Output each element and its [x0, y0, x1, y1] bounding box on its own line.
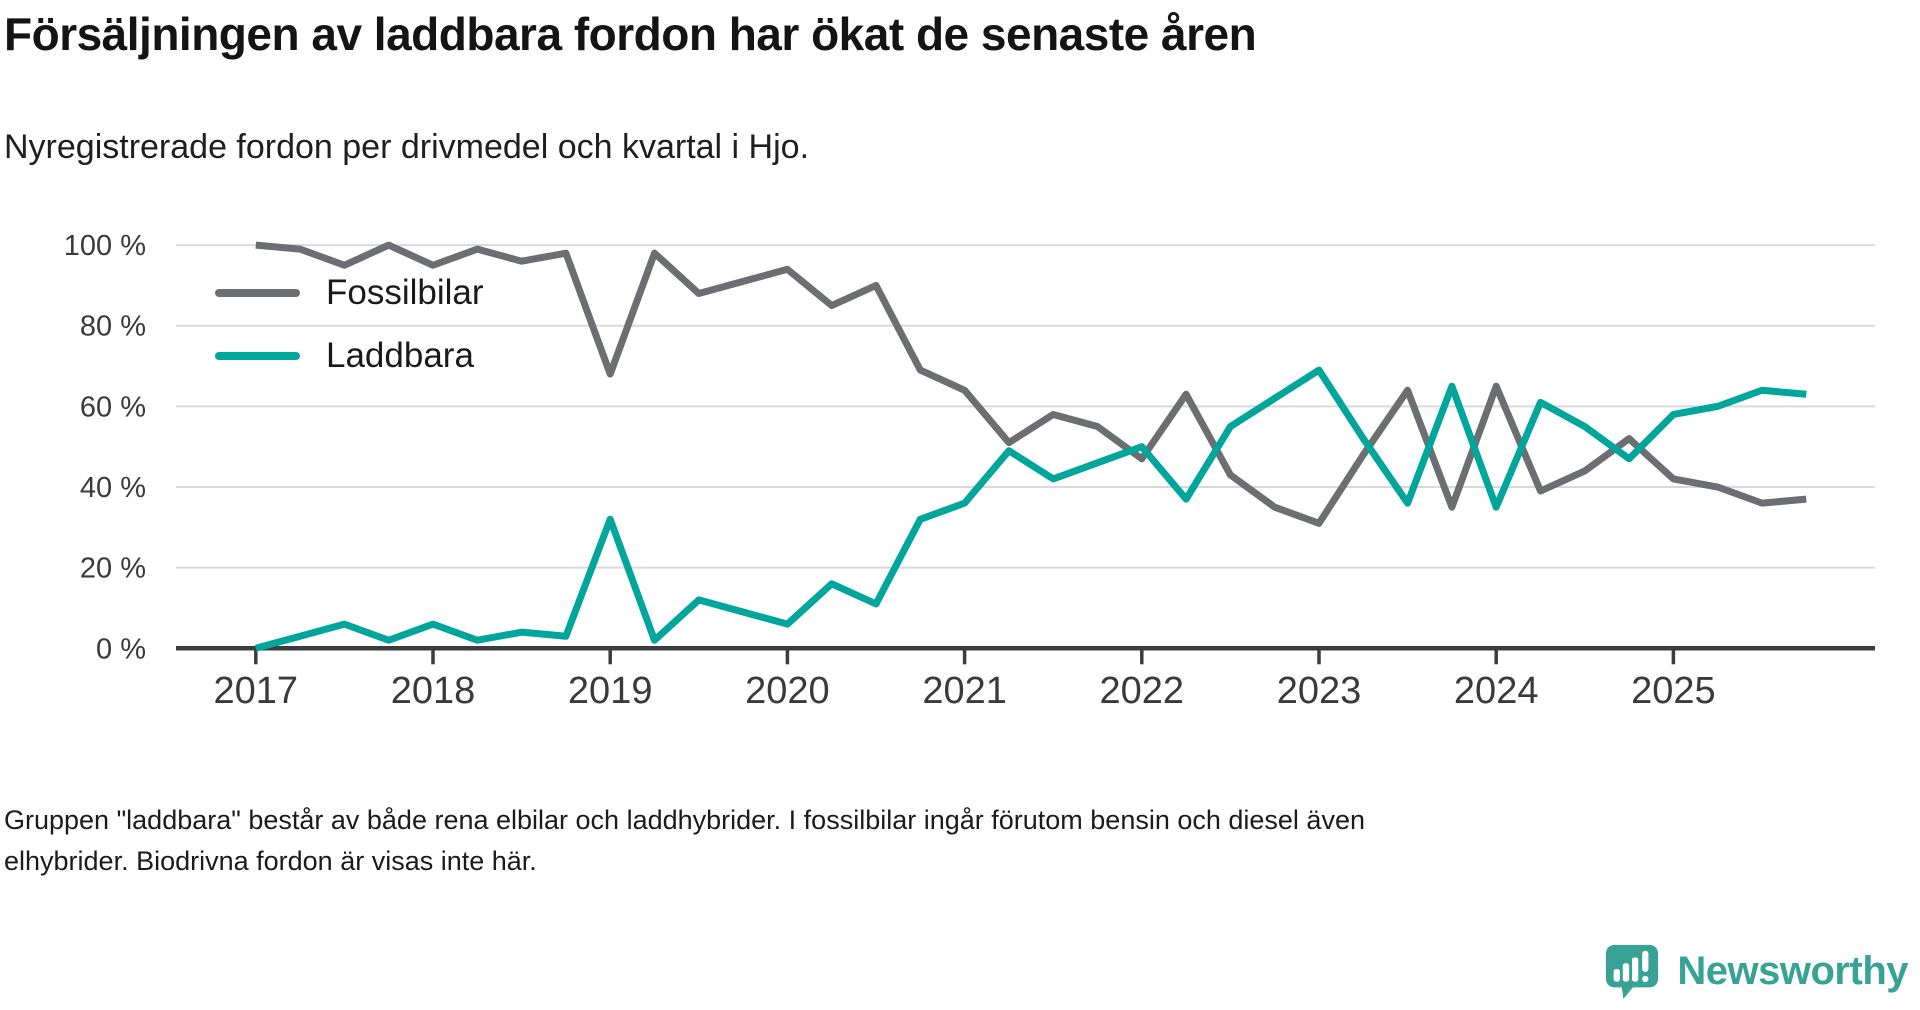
x-axis-label-2018: 2018: [391, 670, 476, 712]
legend-item-fossilbilar: Fossilbilar: [215, 272, 484, 314]
y-axis-label-60: 60 %: [80, 391, 146, 423]
x-axis-label-2021: 2021: [922, 670, 1007, 712]
newsworthy-logo-text: Newsworthy: [1677, 948, 1908, 993]
y-axis-label-40: 40 %: [80, 472, 146, 504]
legend-item-laddbara: Laddbara: [215, 335, 484, 377]
x-axis-label-2019: 2019: [568, 670, 653, 712]
x-axis-label-2025: 2025: [1631, 670, 1716, 712]
y-axis-label-20: 20 %: [80, 553, 146, 585]
x-axis-label-2024: 2024: [1454, 670, 1539, 712]
y-axis-label-100: 100 %: [64, 230, 146, 262]
legend-label-fossilbilar: Fossilbilar: [326, 273, 484, 312]
chart-title: Försäljningen av laddbara fordon har öka…: [4, 8, 1257, 60]
newsworthy-logo-icon: [1606, 944, 1659, 1000]
fossilbilar-line-swatch: [215, 289, 300, 297]
x-axis-label-2022: 2022: [1100, 670, 1185, 712]
series-line-laddbara: [254, 366, 1807, 652]
series-line-fossilbilar: [255, 241, 1807, 527]
x-axis-label-2017: 2017: [214, 670, 299, 712]
chart-legend: Fossilbilar Laddbara: [215, 272, 484, 398]
legend-label-laddbara: Laddbara: [326, 336, 474, 375]
chart-footnote: Gruppen "laddbara" består av både rena e…: [4, 800, 1365, 882]
laddbara-line-swatch: [215, 352, 300, 360]
y-axis-label-0: 0 %: [96, 633, 146, 665]
y-axis-label-80: 80 %: [80, 311, 146, 343]
x-axis-label-2020: 2020: [745, 670, 830, 712]
footnote-line-2: elhybrider. Biodrivna fordon är visas in…: [4, 846, 537, 876]
footnote-line-1: Gruppen "laddbara" består av både rena e…: [4, 805, 1365, 835]
x-axis-label-2023: 2023: [1277, 670, 1362, 712]
newsworthy-logo: Newsworthy: [1603, 942, 1908, 1000]
chart-subtitle: Nyregistrerade fordon per drivmedel och …: [4, 128, 810, 166]
